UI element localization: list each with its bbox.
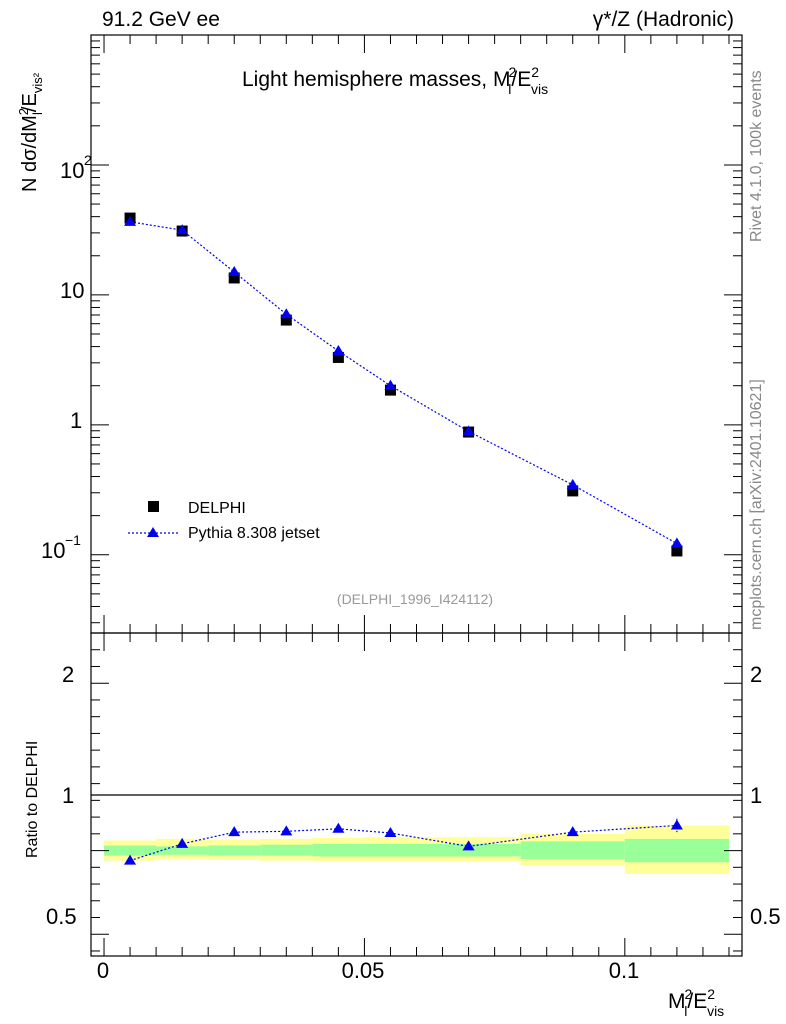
ratio-point: [228, 826, 241, 837]
ytick-label-10: 10: [60, 278, 84, 303]
main-y-axis-title: N dσ/dM2l/Evis²: [16, 72, 45, 192]
ratio-ytick-right-1: 1: [750, 783, 762, 808]
analysis-watermark: (DELPHI_1996_I424112): [337, 591, 493, 607]
legend-marker-pythia: [147, 527, 159, 537]
legend-marker-delphi: [148, 501, 159, 512]
pythia-point: [228, 266, 241, 277]
ratio-band-inner: [260, 844, 313, 856]
ratio-band-inner: [208, 845, 261, 856]
legend-label-pythia: Pythia 8.308 jetset: [188, 525, 320, 542]
pythia-point: [462, 425, 475, 436]
xtick-label-0.05: 0.05: [342, 958, 385, 983]
xtick-label-0.1: 0.1: [609, 958, 640, 983]
delphi-point: [332, 351, 344, 363]
header-left: 91.2 GeV ee: [102, 8, 220, 31]
ratio-y-axis-title: Ratio to DELPHI: [24, 741, 41, 858]
ratio-point: [332, 822, 345, 833]
ratio-ytick-left-1: 1: [62, 783, 74, 808]
ratio-ytick-right-0.5: 0.5: [750, 904, 781, 929]
pythia-point: [332, 344, 345, 355]
delphi-point: [384, 384, 396, 396]
delphi-point: [280, 314, 292, 326]
pythia-point: [566, 478, 579, 489]
ratio-band-inner: [364, 843, 417, 857]
ratio-bands: [104, 825, 729, 874]
pythia-point: [280, 308, 293, 319]
ratio-band-inner: [156, 846, 209, 855]
legend: DELPHI Pythia 8.308 jetset: [128, 500, 320, 542]
ratio-point: [176, 837, 189, 848]
xtick-label-0: 0: [97, 958, 109, 983]
ratio-point: [462, 840, 475, 851]
ratio-point: [280, 825, 293, 836]
delphi-point: [567, 485, 579, 497]
main-frame: [90, 34, 743, 634]
legend-label-delphi: DELPHI: [188, 500, 246, 517]
ratio-band-inner: [312, 843, 365, 857]
ratio-ytick-right-2: 2: [750, 662, 762, 687]
main-panel: 10 2 10 1 10 −1 N dσ/dM2l/Evis² Light he…: [16, 34, 743, 634]
ratio-data: [124, 818, 683, 865]
pythia-point: [176, 224, 189, 235]
main-data: [124, 212, 683, 557]
ratio-point: [124, 854, 137, 865]
ratio-point: [670, 819, 683, 830]
main-x-ticks: [103, 35, 730, 633]
ratio-point: [566, 826, 579, 837]
ratio-point: [384, 826, 397, 837]
pythia-point: [670, 537, 683, 548]
x-axis-title: M2 l/E2 vis: [668, 986, 724, 1019]
delphi-point: [671, 545, 683, 557]
pythia-point: [124, 215, 137, 226]
plot-title: Light hemisphere masses, M2 l/E2 vis: [242, 64, 548, 97]
ytick-label-100-exp: 2: [84, 152, 92, 168]
header-right: γ*/Z (Hadronic): [592, 8, 734, 31]
ytick-label-0.1-exp: −1: [65, 532, 81, 548]
ratio-band-inner: [520, 841, 625, 859]
ratio-ytick-left-0.5: 0.5: [46, 904, 77, 929]
ratio-panel: 2 1 0.5 2 1 0.5 0 0.05 0.1 Ratio to DELP…: [24, 632, 781, 1019]
ratio-band-inner: [624, 838, 729, 863]
ratio-ticks: [91, 633, 742, 956]
main-y-ticks: [91, 40, 742, 624]
ratio-band-inner: [104, 845, 157, 856]
delphi-point: [228, 272, 240, 284]
ytick-label-0.1: 10: [41, 538, 65, 563]
pythia-point: [384, 379, 397, 390]
ratio-ytick-left-2: 2: [62, 662, 74, 687]
ytick-label-100: 10: [60, 158, 84, 183]
ytick-label-1: 1: [70, 408, 82, 433]
pythia-line: [129, 221, 678, 545]
